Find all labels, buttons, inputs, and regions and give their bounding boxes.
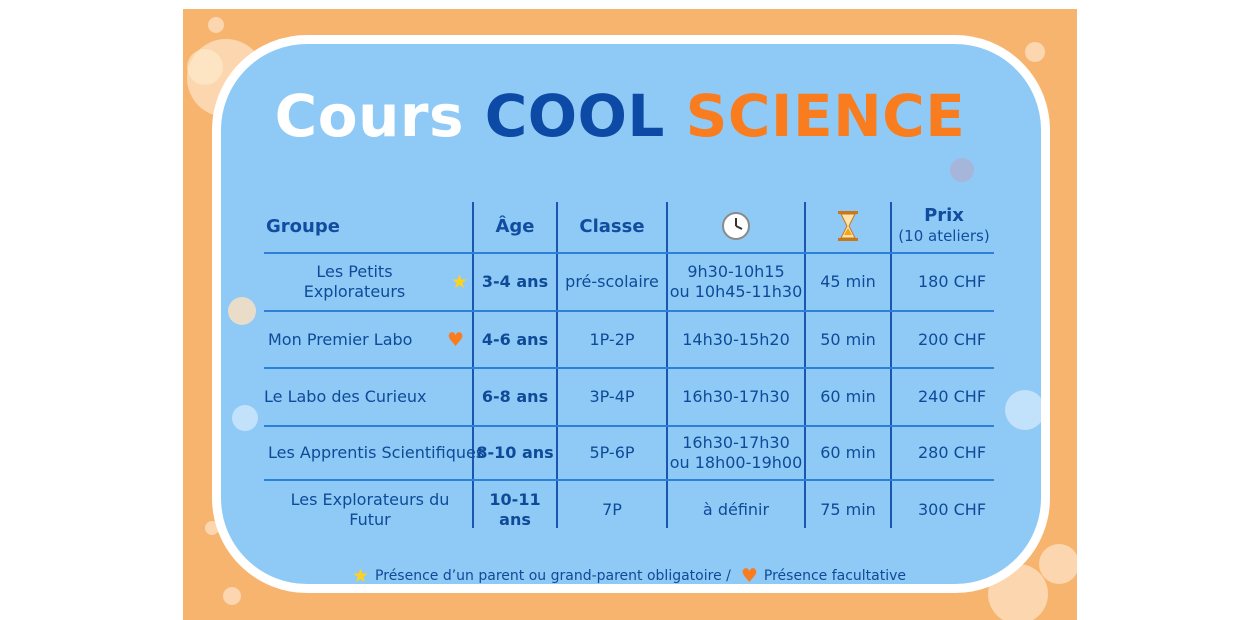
decor-bubble (228, 297, 256, 325)
decor-bubble (223, 587, 241, 605)
row4-groupe: Les Apprentis Scientifiques (268, 443, 485, 462)
row2-age: 4-6 ans (481, 329, 549, 349)
header-groupe: Groupe (266, 215, 340, 237)
groupe-label: Mon Premier Labo (268, 329, 413, 349)
row2-horaire: 14h30-15h20 (682, 329, 790, 349)
row4-classe: 5P-6P (589, 443, 635, 462)
row5-classe: 7P (602, 500, 622, 519)
decor-bubble (1025, 42, 1045, 62)
page-title: Cours COOL SCIENCE (0, 82, 1240, 150)
decor-bubble (1005, 390, 1045, 430)
heart-icon: ♥ (740, 565, 758, 587)
row3-duree: 60 min (820, 387, 876, 406)
decor-bubble (187, 49, 223, 85)
header-classe: Classe (579, 215, 645, 237)
title-word-cours: Cours (274, 82, 465, 150)
row3-prix: 240 CHF (917, 387, 987, 406)
clock-icon (722, 212, 750, 240)
content-panel (212, 35, 1050, 593)
row-divider (264, 310, 994, 312)
star-icon: ★ (450, 271, 468, 293)
row1-groupe: Les Petits Explorateurs ★ (268, 254, 468, 310)
horaire-line: 16h30-17h30 (682, 433, 790, 452)
title-word-science: SCIENCE (685, 82, 966, 150)
decor-bubble (232, 405, 258, 431)
header-duration (806, 200, 890, 252)
horaire-line: ou 18h00-19h00 (669, 453, 803, 472)
decor-bubble (1039, 544, 1077, 584)
row1-duree: 45 min (820, 272, 876, 291)
poster-frame (183, 9, 1077, 620)
row5-groupe: Les Explorateurs du Futur (290, 490, 450, 529)
legend-star-text: Présence d’un parent ou grand-parent obl… (375, 568, 731, 584)
row4-age: 8-10 ans (476, 443, 554, 462)
row3-horaire: 16h30-17h30 (682, 387, 790, 406)
horaire-line: 9h30-10h15 (687, 262, 785, 281)
row5-horaire: à définir (702, 500, 770, 519)
column-divider (666, 202, 668, 528)
row2-prix: 200 CHF (917, 329, 987, 349)
row4-prix: 280 CHF (917, 443, 987, 462)
header-prix: Prix (10 ateliers) (892, 200, 996, 252)
legend-heart-text: Présence facultative (763, 568, 907, 584)
row3-age: 6-8 ans (481, 387, 549, 406)
row1-classe: pré-scolaire (565, 272, 659, 291)
decor-bubble (950, 158, 974, 182)
row-divider (264, 367, 994, 369)
column-divider (804, 202, 806, 528)
title-word-cool: COOL (484, 82, 665, 150)
groupe-label: Les Petits Explorateurs (303, 262, 406, 301)
horaire-line: ou 10h45-11h30 (669, 282, 803, 301)
row-divider (264, 479, 994, 481)
header-prix-sub: (10 ateliers) (898, 227, 990, 245)
row5-prix: 300 CHF (917, 500, 987, 519)
row-divider (264, 425, 994, 427)
row3-groupe: Le Labo des Curieux (264, 387, 427, 406)
row4-horaire: 16h30-17h30 ou 18h00-19h00 (668, 427, 804, 479)
row1-age: 3-4 ans (481, 272, 549, 291)
heart-icon: ♥ (446, 328, 464, 351)
column-divider (556, 202, 558, 528)
row-divider (264, 252, 994, 254)
legend: ★ Présence d’un parent ou grand-parent o… (352, 564, 912, 588)
hourglass-icon (838, 211, 858, 241)
header-age: Âge (495, 215, 535, 237)
row2-duree: 50 min (820, 329, 876, 349)
row4-duree: 60 min (820, 443, 876, 462)
column-divider (472, 202, 474, 528)
header-prix-label: Prix (924, 205, 964, 226)
row3-classe: 3P-4P (589, 387, 635, 406)
row1-prix: 180 CHF (917, 272, 987, 291)
row5-age: 10-11 ans (489, 490, 541, 529)
row1-horaire: 9h30-10h15 ou 10h45-11h30 (668, 254, 804, 310)
row5-duree: 75 min (820, 500, 876, 519)
column-divider (890, 202, 892, 528)
star-icon: ★ (352, 565, 370, 587)
decor-bubble (208, 17, 224, 33)
header-clock (668, 200, 804, 252)
row2-classe: 1P-2P (589, 329, 635, 349)
row2-groupe: Mon Premier Labo ♥ (268, 312, 468, 367)
